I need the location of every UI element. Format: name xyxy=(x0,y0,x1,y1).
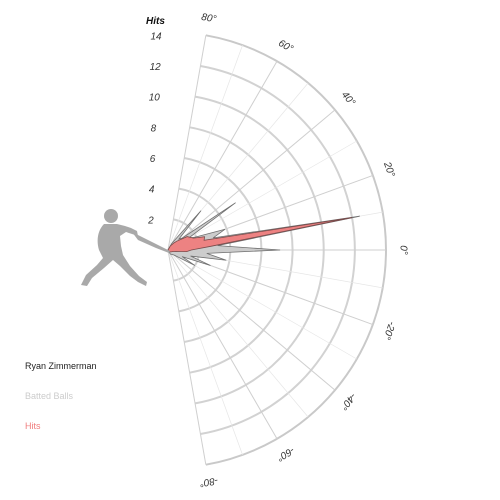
radial-tick-label: 2 xyxy=(147,215,154,226)
legend-batted-balls: Batted Balls xyxy=(25,391,74,401)
angle-tick-label: 20° xyxy=(381,160,397,179)
angle-gridline xyxy=(167,60,278,251)
angle-tick-label: 60° xyxy=(276,38,295,55)
radial-tick-labels: 2 4 6 8 10 12 14 xyxy=(147,31,162,226)
radial-tick-label: 10 xyxy=(149,93,161,104)
angle-gridline xyxy=(167,249,336,391)
radial-tick-label: 12 xyxy=(150,62,162,73)
radial-tick-label: 8 xyxy=(151,123,157,134)
angle-grid xyxy=(167,35,386,465)
angle-gridline xyxy=(167,109,336,251)
angle-tick-label: -80° xyxy=(199,474,219,488)
legend-hits: Hits xyxy=(25,421,41,431)
angle-tick-label: -20° xyxy=(380,320,397,341)
angle-gridline xyxy=(167,249,357,360)
angle-gridline xyxy=(167,249,207,465)
angle-gridline xyxy=(167,249,278,440)
radial-axis-label: Hits xyxy=(146,16,165,27)
hits-series xyxy=(167,217,353,253)
radial-tick-label: 4 xyxy=(149,185,155,196)
legend-player-name: Ryan Zimmerman xyxy=(25,361,97,371)
series-area xyxy=(167,217,353,253)
angle-tick-label: 40° xyxy=(339,90,357,109)
angle-gridline xyxy=(167,249,309,418)
angle-tick-label: 80° xyxy=(200,12,217,25)
radial-tick-label: 6 xyxy=(150,154,156,165)
angle-tick-label: 0° xyxy=(397,245,408,255)
angle-tick-label: -60° xyxy=(275,444,296,463)
angle-gridline xyxy=(167,249,243,455)
angle-gridline xyxy=(167,45,243,251)
angle-gridline xyxy=(167,35,207,251)
angle-gridline xyxy=(167,140,357,251)
radial-tick-label: 14 xyxy=(150,31,162,42)
batter-silhouette-icon xyxy=(81,209,170,286)
angle-tick-label: -40° xyxy=(338,390,358,411)
